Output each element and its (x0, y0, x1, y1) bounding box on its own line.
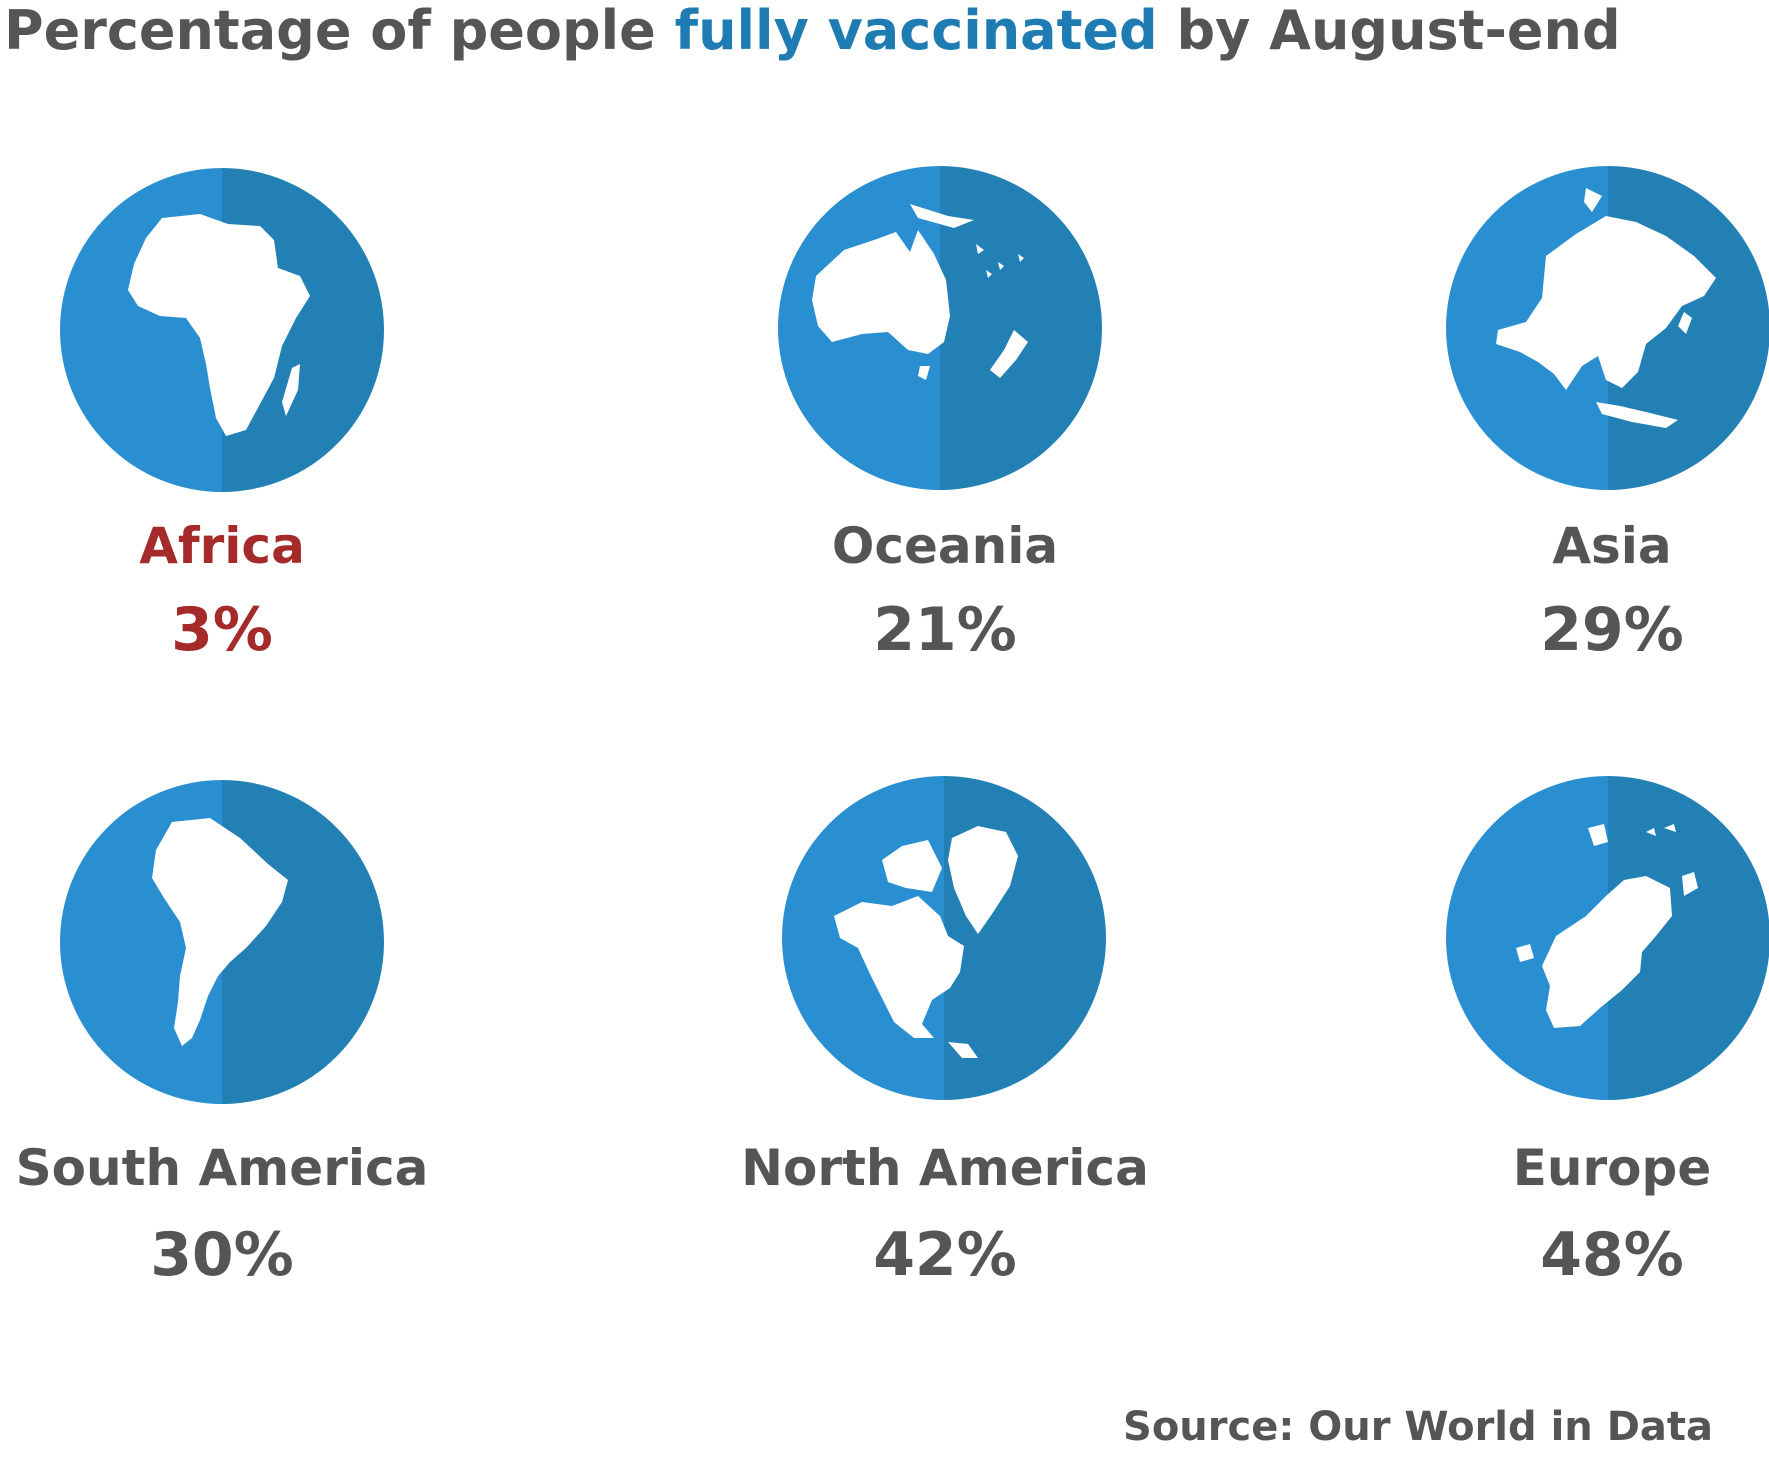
north-america-globe-icon (782, 776, 1106, 1100)
title-suffix: by August-end (1157, 0, 1621, 62)
region-value-north-america: 42% (873, 1220, 1017, 1290)
title-prefix: Percentage of people (4, 0, 675, 62)
oceania-globe-icon (778, 166, 1102, 490)
region-label-asia: Asia (1552, 517, 1672, 575)
region-label-africa: Africa (139, 517, 305, 575)
asia-globe-icon (1446, 166, 1769, 490)
south-america-globe-icon (60, 780, 384, 1104)
chart-title: Percentage of people fully vaccinated by… (4, 0, 1621, 66)
africa-globe-icon (60, 168, 384, 492)
region-label-europe: Europe (1512, 1139, 1712, 1197)
europe-globe-icon (1446, 776, 1769, 1100)
source-note: Source: Our World in Data (1123, 1404, 1713, 1450)
region-value-europe: 48% (1540, 1220, 1684, 1290)
region-value-africa: 3% (171, 595, 273, 665)
region-value-south-america: 30% (150, 1220, 294, 1290)
region-label-oceania: Oceania (831, 517, 1059, 575)
region-value-asia: 29% (1540, 595, 1684, 665)
region-label-north-america: North America (741, 1139, 1149, 1197)
title-highlight: fully vaccinated (674, 0, 1158, 62)
region-value-oceania: 21% (873, 595, 1017, 665)
region-label-south-america: South America (15, 1139, 429, 1197)
